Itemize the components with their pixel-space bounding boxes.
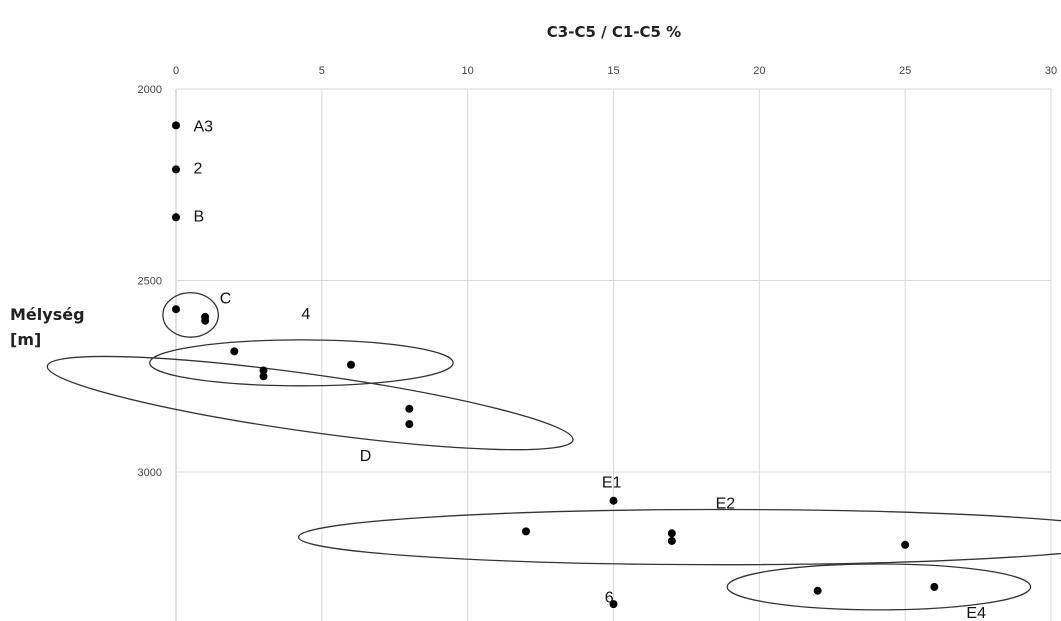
group-ellipse	[297, 508, 1061, 566]
data-point	[172, 213, 180, 222]
data-points	[172, 121, 939, 609]
data-point	[522, 527, 530, 536]
chart-title: C3-C5 / C1-C5 %	[547, 23, 681, 41]
point-labels: A3 2 B C 4 D E1 E2 6 E4	[194, 118, 987, 621]
point-label: A3	[194, 118, 214, 135]
data-point	[259, 372, 268, 381]
point-label: 2	[194, 161, 203, 178]
group-ellipses	[46, 292, 1061, 611]
data-point	[172, 165, 180, 174]
data-point	[813, 586, 822, 595]
data-point	[609, 600, 618, 609]
x-tick-label: 30	[1045, 65, 1057, 77]
y-axis-label-line-1: Mélység	[10, 305, 85, 324]
data-point	[930, 582, 939, 591]
point-label: E1	[602, 475, 622, 492]
group-ellipse	[726, 563, 1032, 611]
tick-labels: 0 5 10 15 20 25 30 2000 2500 3000	[138, 65, 1058, 479]
data-point	[901, 540, 910, 549]
x-tick-label: 10	[462, 65, 474, 77]
group-ellipse	[46, 355, 574, 451]
x-tick-label: 5	[319, 65, 325, 77]
grid-lines	[175, 88, 1052, 621]
data-point	[667, 529, 676, 538]
point-label: 6	[605, 589, 614, 606]
point-label: E4	[966, 605, 986, 621]
data-point	[172, 121, 180, 130]
x-tick-label: 25	[899, 65, 911, 77]
point-label: 4	[301, 306, 310, 323]
point-label: C	[220, 291, 232, 308]
y-tick-label: 2500	[138, 276, 162, 288]
group-ellipse	[149, 339, 454, 387]
point-label: D	[360, 448, 372, 465]
y-tick-label: 3000	[138, 467, 162, 479]
data-point	[172, 305, 180, 314]
y-tick-label: 2000	[138, 84, 162, 96]
data-point	[609, 496, 618, 505]
x-tick-label: 20	[753, 65, 765, 77]
data-point	[405, 404, 414, 413]
point-label: E2	[716, 496, 736, 513]
data-point	[259, 366, 268, 375]
data-point	[230, 347, 239, 356]
data-point	[405, 420, 414, 429]
group-ellipse	[162, 292, 219, 338]
x-tick-label: 0	[173, 65, 179, 77]
point-label: B	[194, 208, 205, 225]
y-axis-label-line-2: [m]	[10, 330, 41, 349]
x-tick-label: 15	[607, 65, 619, 77]
data-point	[667, 536, 676, 545]
data-point	[201, 316, 210, 325]
data-point	[347, 360, 355, 369]
